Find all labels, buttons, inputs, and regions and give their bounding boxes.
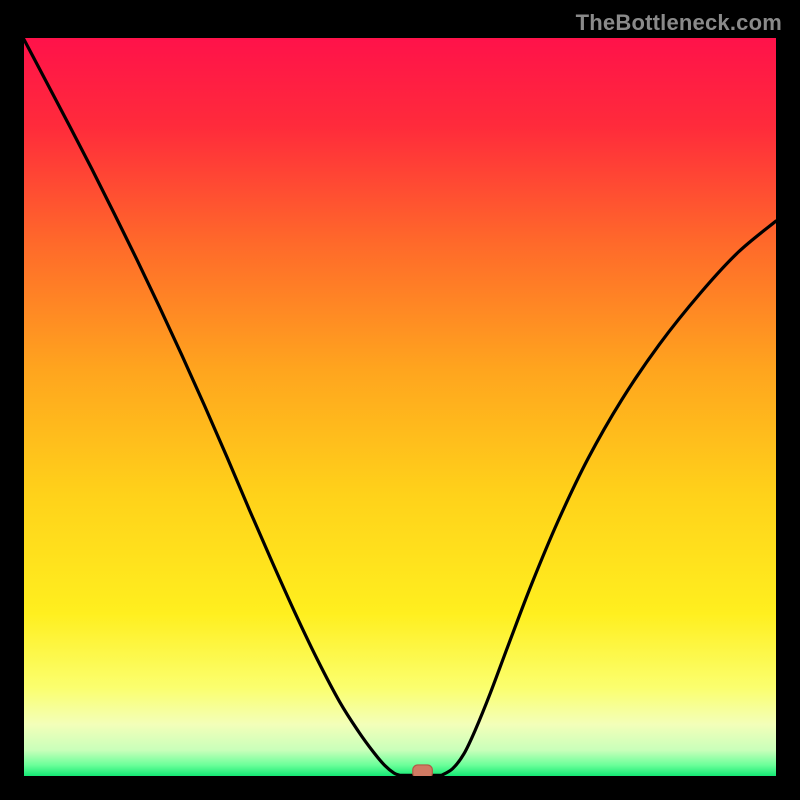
chart-background xyxy=(24,38,776,776)
chart-svg xyxy=(24,38,776,776)
plot-area xyxy=(24,38,776,776)
watermark: TheBottleneck.com xyxy=(576,10,782,36)
current-point-marker xyxy=(413,765,433,776)
